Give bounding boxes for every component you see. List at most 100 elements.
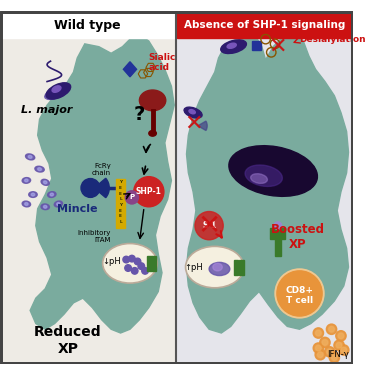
Text: E: E	[119, 214, 122, 218]
Bar	[147, 256, 152, 271]
Ellipse shape	[50, 193, 54, 196]
Circle shape	[317, 352, 323, 357]
Bar	[152, 256, 156, 271]
Text: L: L	[119, 220, 122, 224]
Circle shape	[275, 269, 324, 318]
Text: S: S	[202, 221, 208, 230]
Text: 1: 1	[210, 221, 216, 230]
Text: Wild type: Wild type	[54, 18, 121, 32]
Text: Boosted
XP: Boosted XP	[271, 223, 325, 251]
Ellipse shape	[227, 43, 236, 48]
Circle shape	[336, 331, 346, 341]
Circle shape	[195, 211, 223, 240]
Text: ✕: ✕	[268, 37, 287, 57]
Ellipse shape	[41, 179, 49, 185]
Circle shape	[327, 349, 333, 355]
Circle shape	[129, 255, 135, 262]
Circle shape	[123, 256, 129, 263]
Ellipse shape	[51, 91, 58, 96]
Text: ✕: ✕	[198, 211, 221, 240]
Text: L. major: L. major	[21, 105, 72, 115]
Ellipse shape	[44, 206, 47, 208]
Ellipse shape	[229, 146, 317, 196]
Ellipse shape	[22, 178, 31, 183]
Bar	[234, 260, 238, 274]
Ellipse shape	[221, 40, 246, 54]
Circle shape	[339, 345, 349, 355]
Text: Mincle: Mincle	[57, 204, 98, 214]
Circle shape	[274, 222, 282, 230]
Circle shape	[313, 343, 324, 353]
Ellipse shape	[209, 262, 230, 276]
Ellipse shape	[213, 263, 222, 271]
Circle shape	[134, 177, 164, 207]
Ellipse shape	[54, 201, 63, 207]
Wedge shape	[198, 121, 207, 130]
Text: ↓pH: ↓pH	[102, 257, 120, 266]
Polygon shape	[30, 34, 174, 333]
Ellipse shape	[28, 156, 32, 158]
Ellipse shape	[46, 83, 70, 99]
Text: ↑pH: ↑pH	[184, 262, 203, 272]
Bar	[252, 41, 261, 50]
Ellipse shape	[25, 202, 28, 206]
Circle shape	[315, 330, 321, 336]
Ellipse shape	[184, 107, 202, 118]
Bar	[239, 260, 244, 274]
Circle shape	[324, 346, 335, 357]
Circle shape	[125, 265, 131, 272]
Text: SHP-1: SHP-1	[136, 187, 162, 196]
Bar	[270, 228, 285, 239]
Ellipse shape	[245, 165, 282, 186]
Circle shape	[326, 324, 337, 334]
Circle shape	[131, 267, 138, 274]
Circle shape	[329, 326, 334, 332]
Circle shape	[125, 191, 138, 204]
Ellipse shape	[44, 181, 47, 184]
Ellipse shape	[29, 192, 37, 197]
Wedge shape	[94, 178, 109, 198]
Circle shape	[315, 350, 326, 360]
Text: Sialic
acid: Sialic acid	[149, 53, 176, 72]
Circle shape	[320, 337, 330, 348]
Ellipse shape	[149, 130, 156, 136]
Ellipse shape	[35, 166, 44, 172]
Ellipse shape	[26, 154, 35, 160]
Bar	[116, 178, 125, 228]
Ellipse shape	[45, 88, 64, 99]
Text: Y: Y	[119, 203, 122, 207]
Circle shape	[315, 345, 321, 351]
Text: P: P	[129, 194, 134, 200]
Circle shape	[336, 342, 342, 348]
Circle shape	[134, 258, 141, 265]
Circle shape	[332, 355, 337, 360]
Text: CD8+: CD8+	[285, 286, 314, 295]
Circle shape	[329, 352, 339, 363]
Ellipse shape	[48, 192, 56, 198]
Text: IFN-γ: IFN-γ	[327, 350, 348, 359]
Ellipse shape	[186, 246, 244, 288]
Bar	[1, 12, 175, 38]
Circle shape	[338, 333, 344, 339]
Bar	[176, 11, 353, 364]
Ellipse shape	[81, 178, 100, 197]
Ellipse shape	[25, 179, 28, 182]
Ellipse shape	[31, 193, 34, 196]
Text: Y: Y	[119, 180, 122, 184]
Bar	[275, 237, 280, 256]
Text: Reduced
XP: Reduced XP	[34, 326, 102, 356]
Ellipse shape	[41, 204, 50, 210]
Circle shape	[138, 263, 145, 270]
Bar	[177, 12, 352, 38]
Text: Absence of SHP-1 signaling: Absence of SHP-1 signaling	[184, 20, 345, 30]
Ellipse shape	[189, 110, 195, 114]
Text: E: E	[119, 209, 122, 213]
Text: Inhibitory
ITAM: Inhibitory ITAM	[78, 231, 111, 243]
Circle shape	[334, 340, 344, 351]
Ellipse shape	[52, 86, 61, 92]
Ellipse shape	[22, 201, 31, 207]
Text: ?: ?	[134, 105, 145, 124]
Text: Desialylation: Desialylation	[300, 34, 366, 44]
Text: E: E	[119, 192, 122, 196]
Circle shape	[341, 347, 346, 353]
